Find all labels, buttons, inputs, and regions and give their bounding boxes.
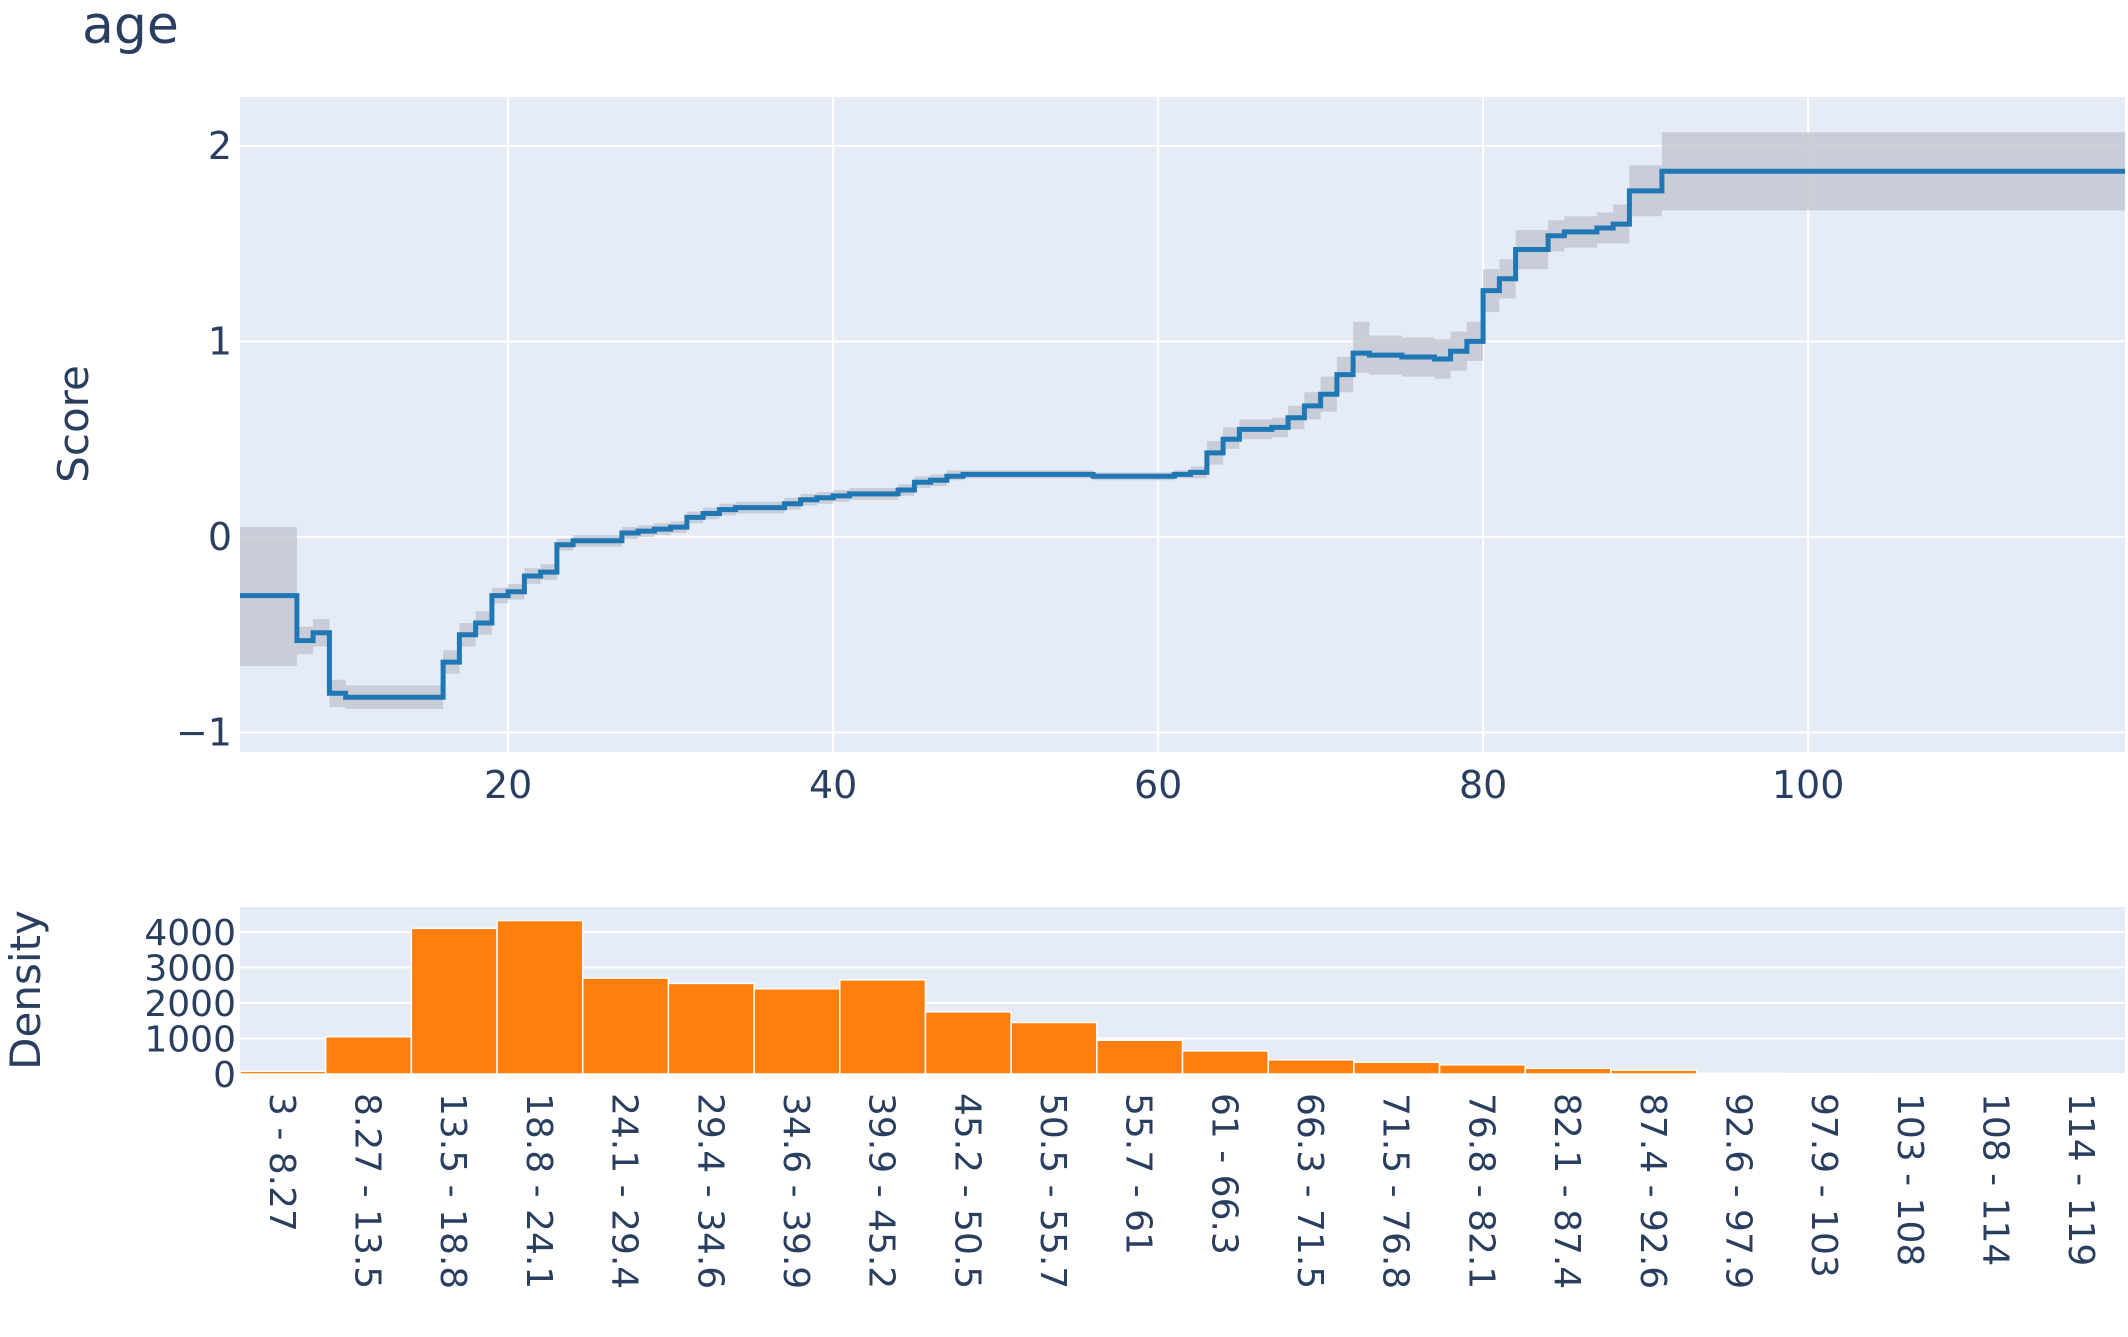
density-y-axis-label: Density: [1, 910, 50, 1070]
density-x-tick-label: 61 - 66.3: [1203, 1093, 1244, 1255]
density-bar: [324, 1035, 413, 1075]
density-x-tick-label: 71.5 - 76.8: [1375, 1093, 1416, 1289]
density-x-tick-label: 45.2 - 50.5: [946, 1093, 987, 1289]
density-x-tick-label: 8.27 - 13.5: [347, 1093, 388, 1289]
density-bar: [1695, 1072, 1784, 1075]
density-bar: [1096, 1039, 1184, 1075]
score-x-tick-label: 60: [1134, 763, 1182, 807]
density-bar: [1010, 1021, 1098, 1075]
density-x-tick-label: 18.8 - 24.1: [518, 1093, 559, 1289]
density-x-tick-label: 29.4 - 34.6: [689, 1093, 730, 1289]
density-y-tick-label: 2000: [144, 984, 236, 1025]
score-y-ticks: −1 0 1 2: [176, 124, 232, 755]
density-x-tick-label: 24.1 - 29.4: [604, 1093, 645, 1289]
density-x-tick-label: 103 - 108: [1889, 1093, 1930, 1266]
density-bar: [839, 979, 927, 1075]
score-plot: 20 40 60 80 100 −1 0 1 2 Score: [49, 97, 2125, 807]
density-x-tick-label: 34.6 - 39.9: [775, 1093, 816, 1289]
density-bar: [753, 987, 841, 1075]
density-x-tick-label: 50.5 - 55.7: [1032, 1093, 1073, 1289]
density-x-tick-label: 108 - 114: [1975, 1093, 2016, 1266]
density-y-tick-label: 1000: [144, 1019, 236, 1060]
density-bar: [581, 977, 670, 1075]
density-bar: [924, 1011, 1012, 1075]
density-x-ticks: 3 - 8.27 8.27 - 13.5 13.5 - 18.8 18.8 - 24.…: [261, 1093, 2101, 1289]
density-bar: [1952, 1073, 2041, 1076]
score-y-tick-label: −1: [176, 710, 232, 754]
density-x-tick-label: 87.4 - 92.6: [1632, 1093, 1673, 1289]
density-bar: [1867, 1073, 1955, 1076]
chart-title: age: [82, 0, 179, 56]
score-y-tick-label: 0: [208, 515, 232, 559]
density-x-tick-label: 39.9 - 45.2: [861, 1093, 902, 1289]
density-x-tick-label: 13.5 - 18.8: [432, 1093, 473, 1289]
density-bar: [1181, 1050, 1269, 1075]
density-bar: [667, 982, 755, 1075]
density-y-tick-label: 4000: [144, 913, 236, 954]
score-y-tick-label: 2: [208, 124, 232, 168]
density-bar: [1353, 1061, 1441, 1075]
density-bar: [1524, 1067, 1612, 1075]
density-bars: [239, 919, 2126, 1076]
score-x-tick-label: 20: [484, 763, 532, 807]
density-bar: [2038, 1073, 2126, 1076]
score-y-axis-label: Score: [49, 365, 98, 483]
density-x-tick-label: 66.3 - 71.5: [1289, 1093, 1330, 1289]
density-x-tick-label: 76.8 - 82.1: [1460, 1093, 1501, 1289]
score-x-tick-label: 40: [809, 763, 857, 807]
density-x-tick-label: 92.6 - 97.9: [1717, 1093, 1758, 1289]
score-x-ticks: 20 40 60 80 100: [484, 763, 1844, 807]
density-y-tick-label: 3000: [144, 948, 236, 989]
density-bar: [1267, 1059, 1355, 1075]
density-x-tick-label: 97.9 - 103: [1803, 1093, 1844, 1278]
score-x-tick-label: 100: [1772, 763, 1845, 807]
density-bar: [496, 919, 584, 1075]
density-bar: [239, 1070, 327, 1075]
density-x-tick-label: 82.1 - 87.4: [1546, 1093, 1587, 1289]
density-bar: [410, 927, 498, 1075]
score-line-series: [240, 168, 2125, 700]
density-x-tick-label: 114 - 119: [2060, 1093, 2101, 1266]
density-y-tick-label: 0: [213, 1055, 236, 1096]
score-y-tick-label: 1: [208, 319, 232, 363]
density-bar: [1781, 1072, 1869, 1075]
density-x-tick-label: 55.7 - 61: [1118, 1093, 1159, 1255]
score-x-tick-label: 80: [1459, 763, 1507, 807]
density-bar: [1438, 1064, 1526, 1075]
density-x-tick-label: 3 - 8.27: [261, 1093, 302, 1232]
score-confidence-band: [240, 132, 2125, 709]
density-bar: [1610, 1069, 1698, 1075]
